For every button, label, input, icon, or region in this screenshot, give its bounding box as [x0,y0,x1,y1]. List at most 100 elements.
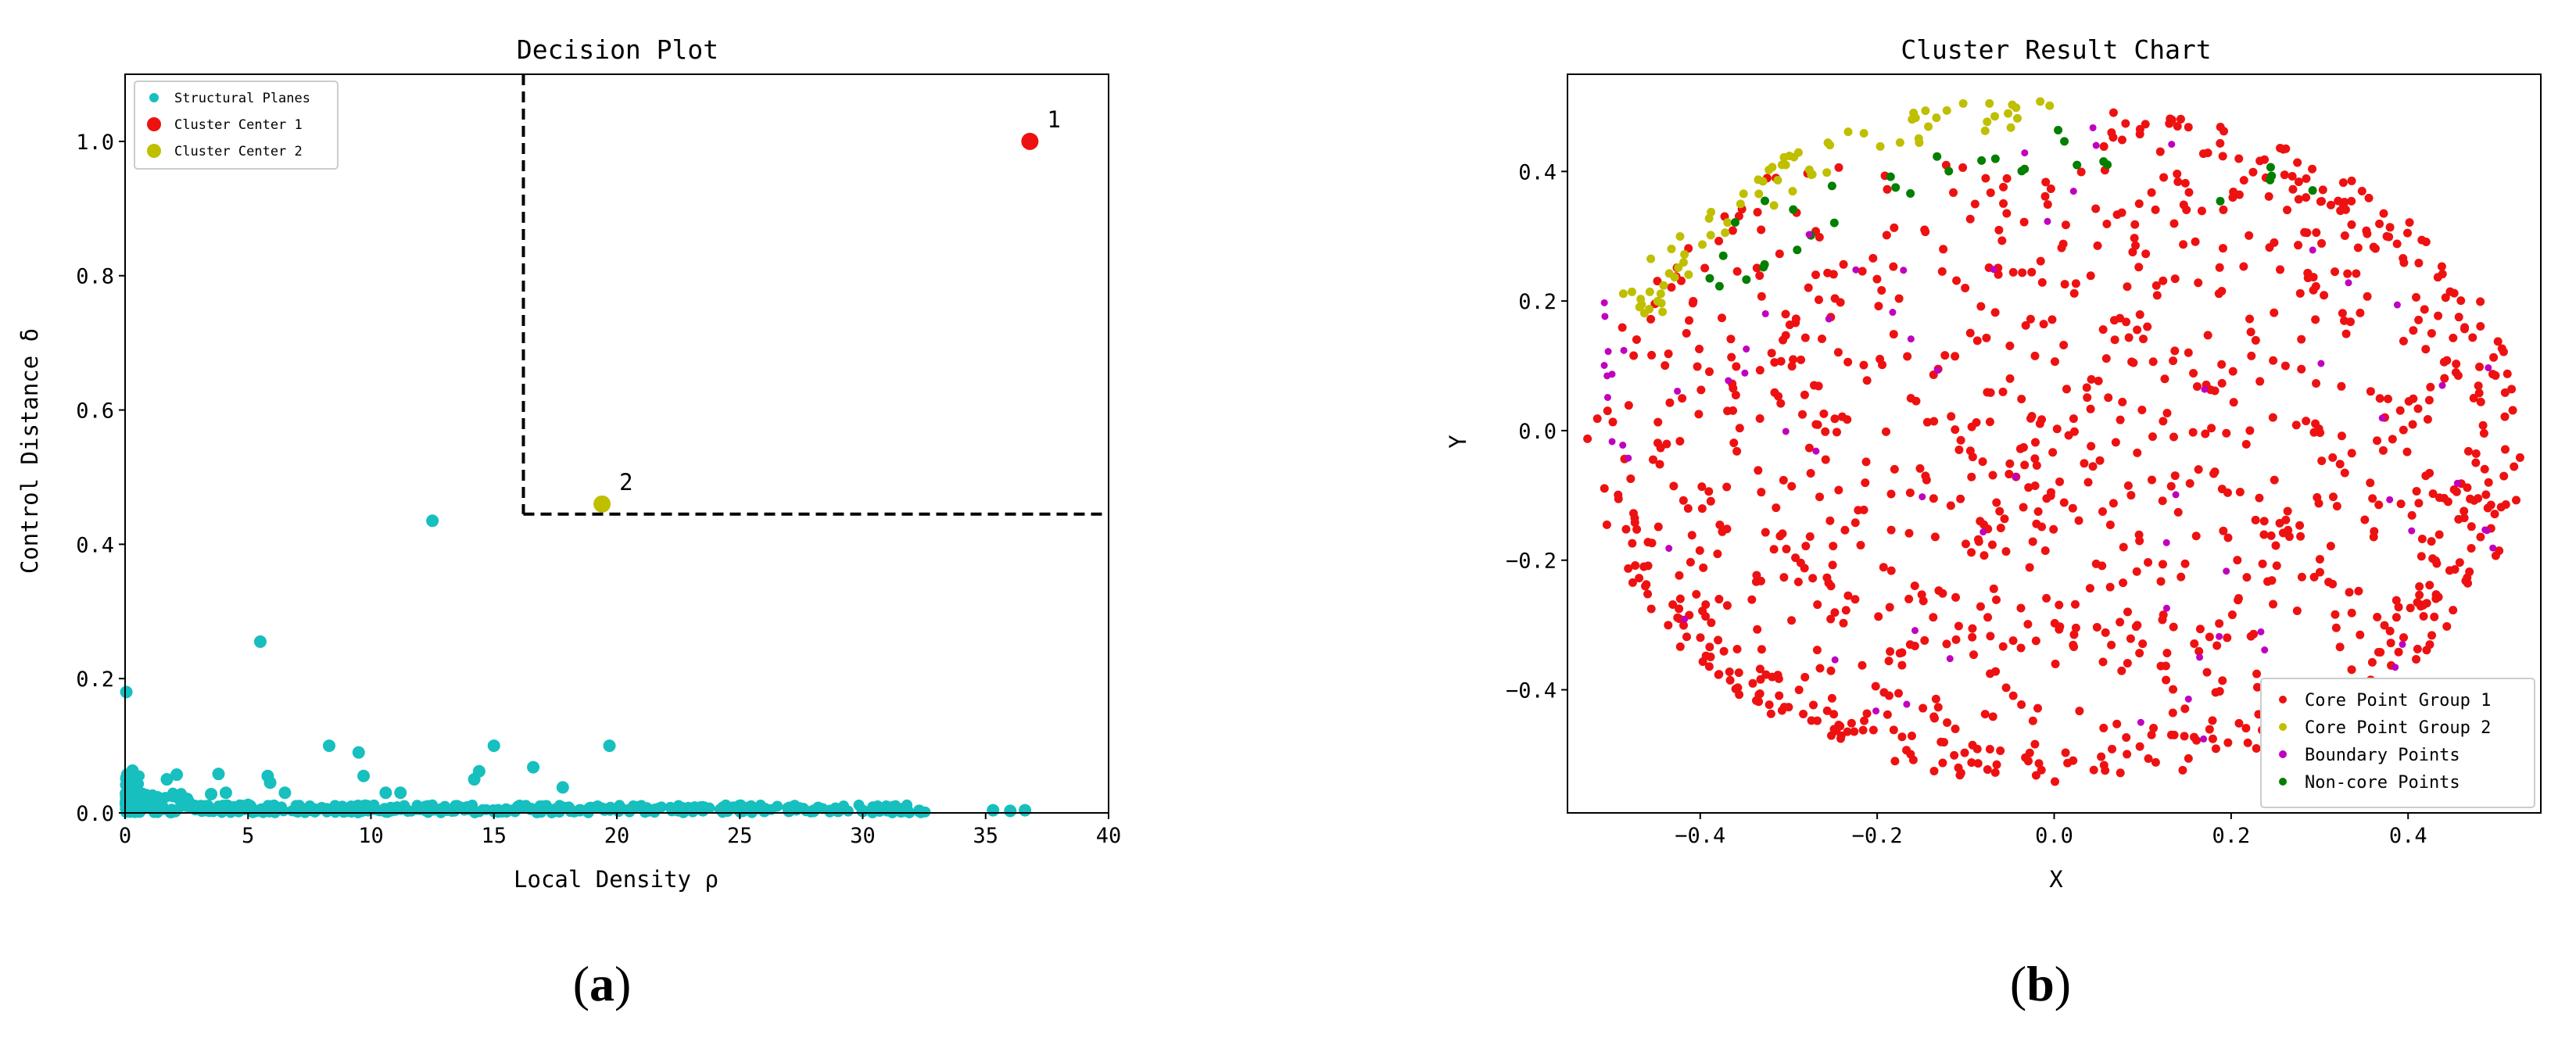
core-group-1-point [1791,314,1800,324]
core-group-1-point [1600,484,1609,493]
core-group-1-point [2499,471,2509,481]
core-group-1-point [2117,135,2126,145]
core-group-1-point [2030,438,2040,447]
core-group-1-point [2449,288,2459,298]
core-group-1-point [2337,431,2346,441]
core-group-1-point [1785,320,1794,330]
core-group-1-point [1713,549,1722,559]
core-group-1-point [1986,632,1995,641]
structural-plane-point [291,801,304,814]
core-group-1-point [1951,425,1960,435]
core-group-1-point [2481,490,2491,499]
core-group-1-point [2144,558,2153,567]
core-group-1-point [2476,397,2485,406]
core-group-1-point [2422,599,2431,608]
core-group-1-point [2201,429,2210,438]
core-group-1-point [1834,163,1843,172]
core-group-1-point [2169,685,2178,694]
core-group-1-point [1815,232,1824,242]
core-group-1-point [2480,464,2489,474]
structural-plane-point [303,802,316,815]
core-group-1-point [2017,394,2026,403]
core-group-1-point [2367,657,2377,667]
core-group-1-point [2184,348,2193,357]
non-core-point [1705,274,1714,283]
core-group-1-point [2408,420,2417,429]
structural-plane-point [212,768,225,781]
core-group-2-point [1958,98,1968,108]
core-group-1-point [2399,633,2409,642]
core-group-1-point [1954,446,1964,455]
core-group-1-point [1862,376,1872,385]
structural-plane-point [758,804,771,818]
core-group-1-point [2294,177,2303,187]
non-core-point [1977,156,1987,165]
core-group-1-point [1789,355,1798,364]
core-group-1-point [2242,573,2252,582]
core-group-1-point [1755,414,1765,424]
core-group-1-point [1999,199,2008,208]
boundary-point [2453,479,2461,487]
core-group-1-point [2143,322,2152,331]
boundary-point [2172,491,2180,499]
core-group-1-point [2366,387,2375,396]
core-group-1-point [1841,606,1850,615]
core-group-1-point [1824,578,1833,588]
boundary-point [1620,346,1628,354]
core-group-1-point [2219,205,2228,214]
core-group-1-point [2252,744,2261,753]
core-group-2-point [1754,189,1764,199]
core-group-1-point [1839,618,1848,628]
structural-plane-point [160,773,174,786]
core-group-1-point [1956,768,1965,778]
core-group-1-point [2476,297,2485,306]
core-group-1-point [1791,553,1800,563]
core-group-1-point [1664,621,1673,630]
boundary-point [2089,123,2097,131]
core-group-1-point [2108,133,2118,142]
core-group-1-point [1843,727,1852,736]
core-group-1-point [2267,576,2277,585]
core-group-1-point [2162,648,2172,657]
core-group-1-point [2439,357,2449,367]
boundary-point [2162,604,2170,612]
core-group-1-point [1965,214,1975,224]
core-group-1-point [2315,554,2324,564]
core-group-1-point [2392,239,2402,249]
structural-plane-point [549,803,562,816]
core-group-1-point [2098,325,2108,335]
core-group-1-point [1826,614,1836,624]
core-group-1-point [1797,355,1806,364]
core-group-1-point [1967,472,1976,481]
core-group-1-point [1956,435,1965,445]
core-group-1-point [2484,478,2493,487]
core-group-1-point [1834,485,1843,495]
boundary-point [2069,188,2077,195]
core-group-1-point [2269,600,2278,609]
core-group-1-point [2293,158,2302,167]
core-group-1-point [2320,291,2329,300]
core-group-1-point [2366,478,2375,488]
structural-plane-point [379,786,392,800]
core-group-1-point [2050,357,2059,367]
boundary-point [1601,313,1609,320]
core-group-1-point [1843,591,1853,600]
core-group-1-point [1938,589,1947,598]
core-group-1-point [2434,592,2443,602]
core-group-1-point [1756,675,1765,684]
core-group-1-point [2151,205,2160,214]
core-group-1-point [1784,703,1793,712]
core-group-1-point [1796,558,1805,567]
core-group-1-point [1699,563,1708,572]
core-group-1-point [1707,618,1716,628]
core-group-1-point [2489,353,2499,362]
core-group-2-point [1807,170,1816,180]
core-group-1-point [2407,510,2417,520]
core-group-1-point [2409,394,2418,403]
core-group-1-point [2159,276,2168,285]
core-group-1-point [2476,532,2485,542]
core-group-1-point [1871,682,1880,691]
core-group-2-point [1769,201,1779,210]
core-group-1-point [2445,566,2454,575]
core-group-1-point [2178,765,2187,775]
